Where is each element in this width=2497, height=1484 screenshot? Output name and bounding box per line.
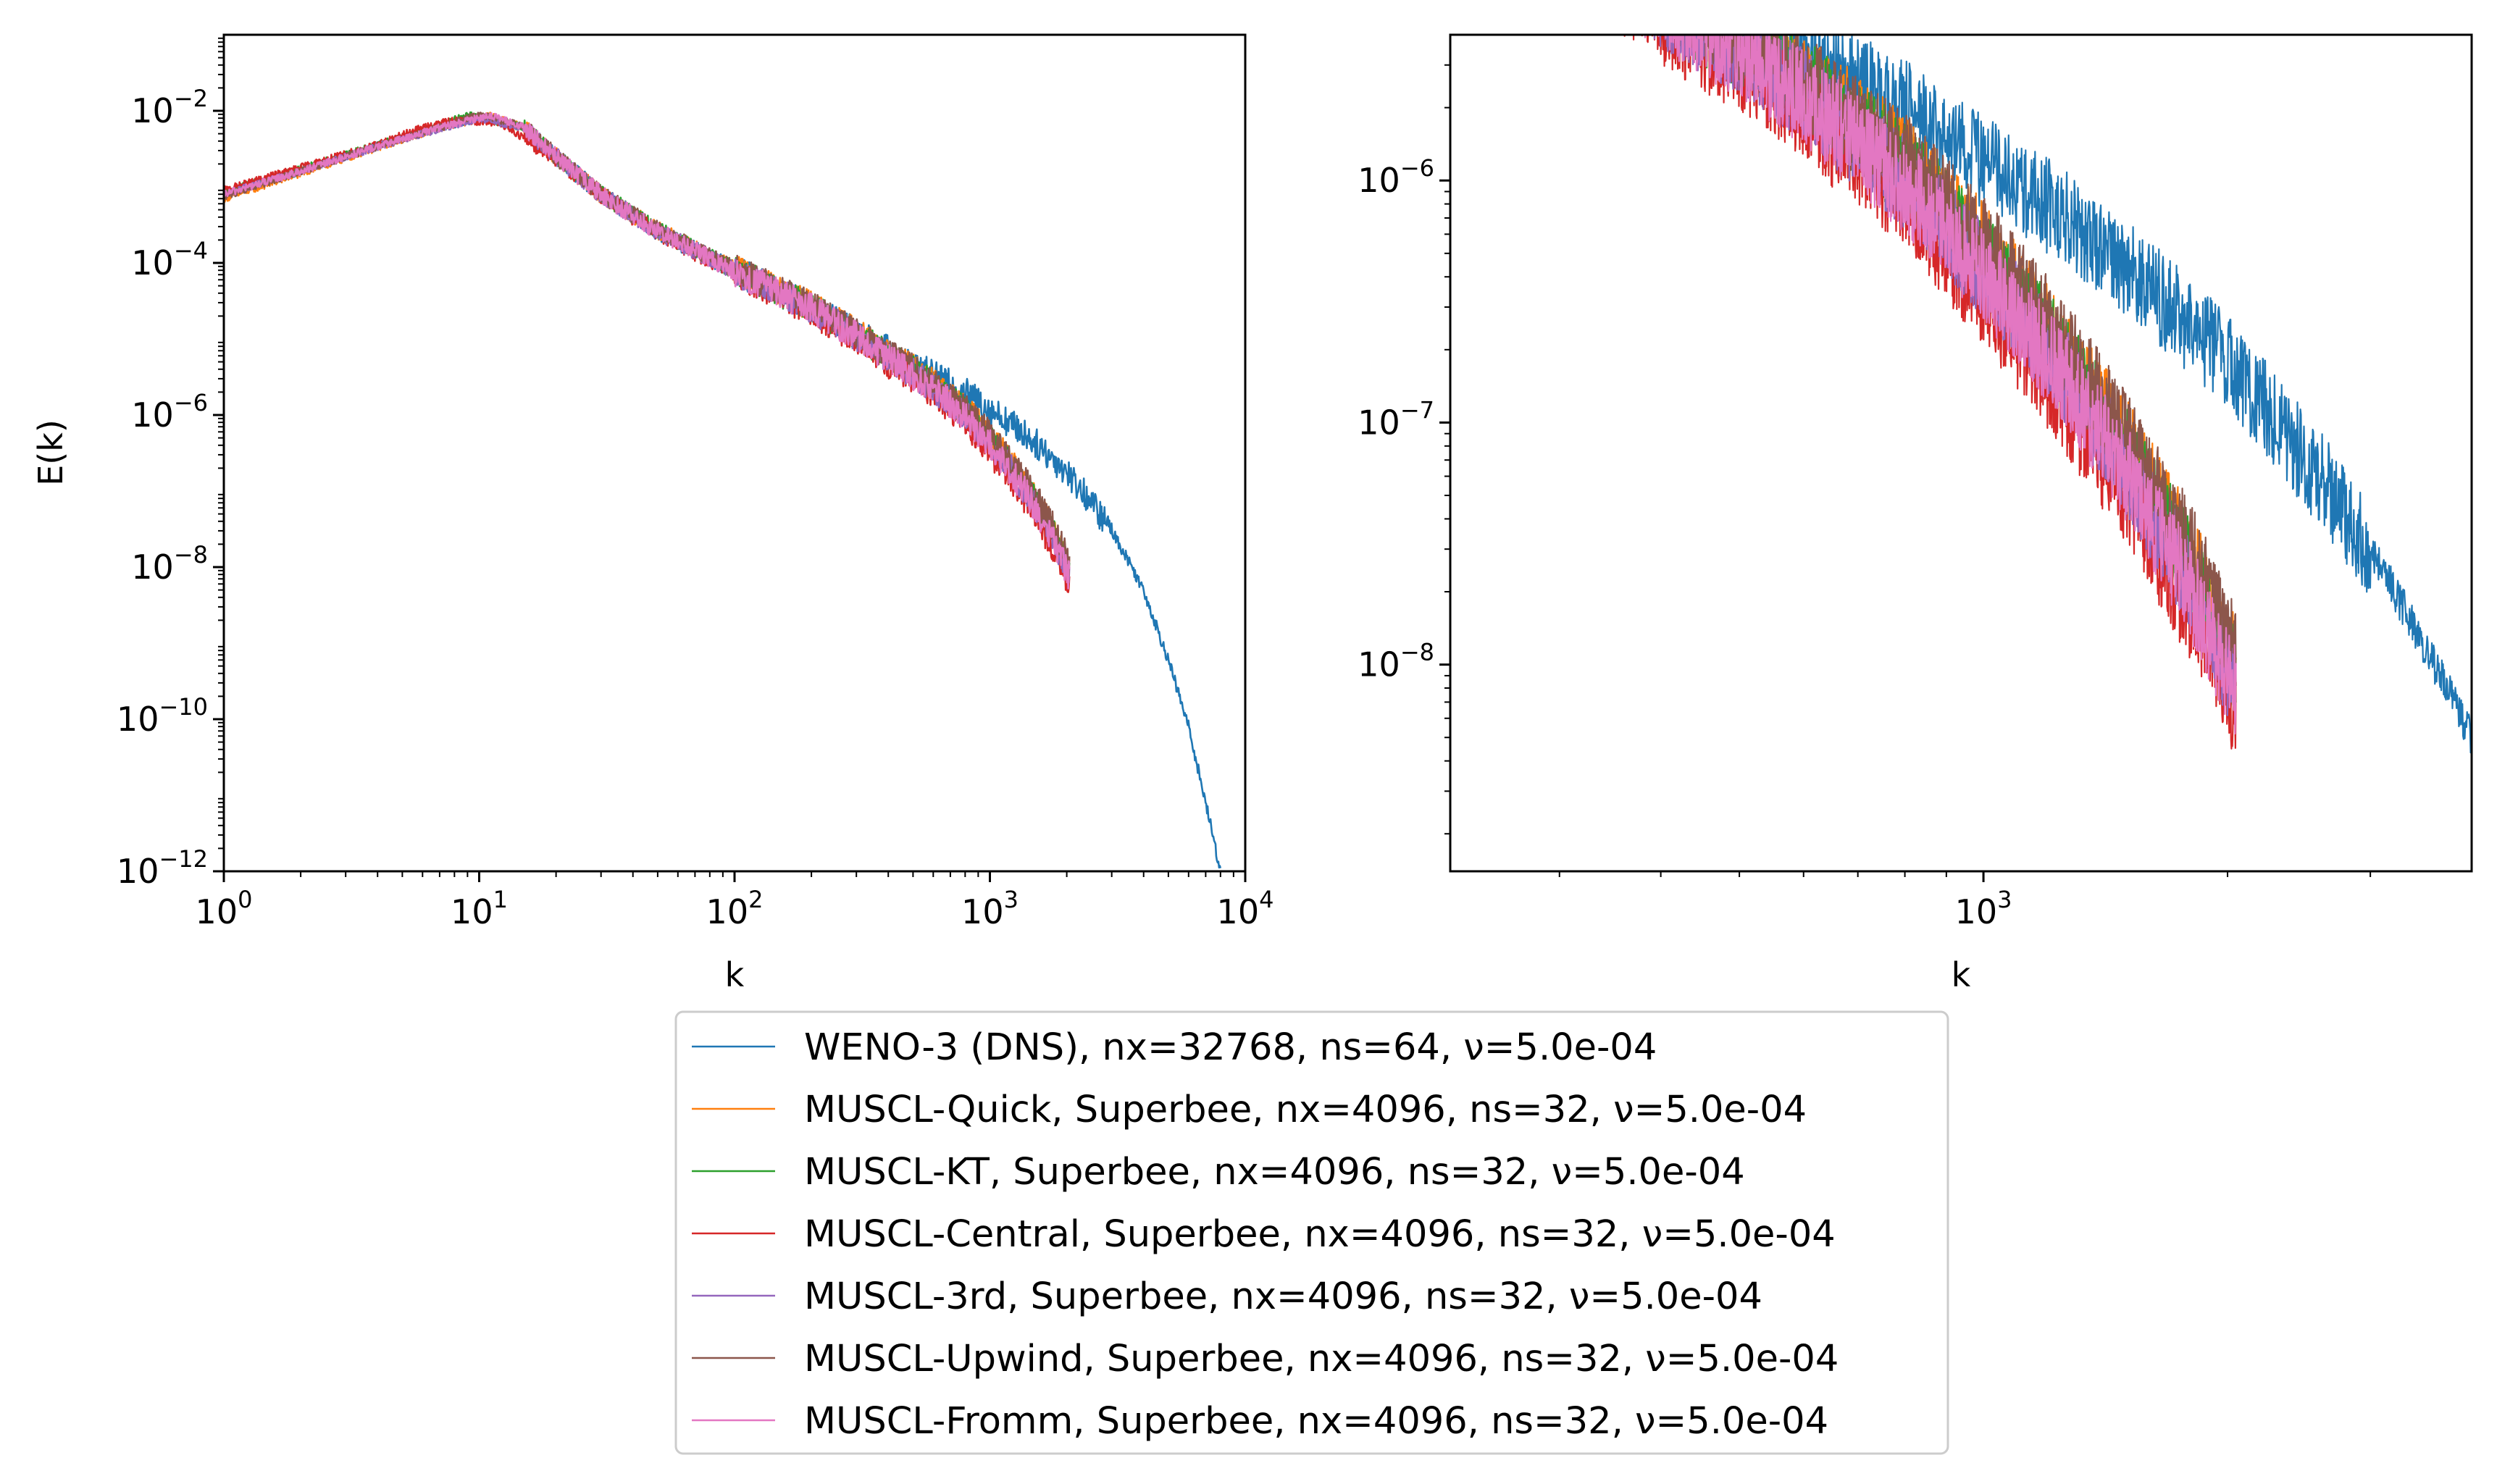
y-tick-label: 10−2: [131, 85, 208, 130]
y-tick-label: 10−7: [1358, 396, 1434, 442]
y-tick-exponent: −4: [174, 237, 208, 264]
y-tick-exponent: −2: [174, 85, 208, 112]
legend-frame: [674, 1010, 1949, 1455]
y-tick-exponent: −8: [1400, 639, 1434, 666]
x-tick-exponent: 0: [238, 886, 252, 913]
y-tick-base: 10: [131, 91, 174, 130]
legend-items: WENO-3 (DNS), nx=32768, ns=64, ν=5.0e-04…: [692, 1026, 1839, 1443]
x-tick-base: 10: [196, 892, 238, 931]
y-tick-label: 10−8: [131, 541, 208, 587]
right-series-group: [1623, 35, 2472, 754]
legend: WENO-3 (DNS), nx=32768, ns=64, ν=5.0e-04…: [674, 1010, 1949, 1455]
y-tick-base: 10: [131, 548, 174, 587]
y-tick-exponent: −10: [159, 693, 208, 721]
series-line: [1644, 35, 2237, 735]
y-tick-exponent: −8: [174, 541, 208, 569]
y-tick-base: 10: [117, 700, 159, 739]
legend-label: MUSCL-Fromm, Superbee, nx=4096, ns=32, ν…: [804, 1400, 1828, 1443]
legend-label: MUSCL-Central, Superbee, nx=4096, ns=32,…: [804, 1213, 1836, 1256]
y-tick-label: 10−6: [1358, 154, 1434, 200]
right-plot-frame: [1449, 33, 2473, 873]
x-tick-exponent: 1: [493, 886, 508, 913]
y-tick-label: 10−12: [117, 845, 208, 891]
left-spectrum-panel: 100 101 102 103 10410−1210−1010−810−610−410−…: [31, 33, 1274, 994]
left-y-axis-label: E(k): [31, 419, 70, 486]
y-tick-base: 10: [117, 852, 159, 891]
legend-label: MUSCL-Quick, Superbee, nx=4096, ns=32, ν…: [804, 1089, 1807, 1131]
left-x-axis-label: k: [725, 955, 745, 994]
y-tick-base: 10: [131, 395, 174, 435]
x-tick-base: 10: [961, 892, 1004, 931]
right-x-axis-label: k: [1952, 955, 1971, 994]
x-tick-label: 103: [961, 886, 1019, 931]
legend-label: MUSCL-3rd, Superbee, nx=4096, ns=32, ν=5…: [804, 1275, 1762, 1318]
x-tick-exponent: 4: [1259, 886, 1273, 913]
y-tick-label: 10−6: [131, 389, 208, 435]
x-tick-exponent: 3: [1997, 886, 2012, 913]
x-tick-label: 101: [451, 886, 508, 931]
legend-label: WENO-3 (DNS), nx=32768, ns=64, ν=5.0e-04: [804, 1026, 1657, 1069]
y-tick-label: 10−10: [117, 693, 208, 739]
x-tick-label: 103: [1955, 886, 2012, 931]
y-tick-exponent: −6: [1400, 154, 1434, 182]
y-tick-exponent: −6: [174, 389, 208, 416]
x-tick-base: 10: [706, 892, 749, 931]
y-tick-base: 10: [1358, 161, 1400, 200]
legend-label: MUSCL-Upwind, Superbee, nx=4096, ns=32, …: [804, 1338, 1839, 1380]
x-tick-exponent: 3: [1004, 886, 1019, 913]
series-line: [224, 112, 1071, 590]
y-tick-base: 10: [131, 243, 174, 282]
x-tick-base: 10: [1217, 892, 1260, 931]
y-tick-label: 10−4: [131, 237, 208, 282]
y-tick-base: 10: [1358, 645, 1400, 684]
x-tick-label: 102: [706, 886, 764, 931]
y-tick-base: 10: [1358, 403, 1400, 442]
x-tick-label: 104: [1217, 886, 1274, 931]
y-tick-exponent: −12: [159, 845, 208, 873]
x-tick-base: 10: [1955, 892, 1998, 931]
left-ticks: 100 101 102 103 10410−1210−1010−810−610−410−…: [117, 37, 1274, 931]
y-tick-exponent: −7: [1400, 396, 1434, 424]
left-series-group: [224, 111, 1222, 869]
x-tick-exponent: 2: [748, 886, 763, 913]
x-tick-label: 100: [196, 886, 253, 931]
y-tick-label: 10−8: [1358, 639, 1434, 684]
series-line: [1685, 35, 2472, 754]
legend-label: MUSCL-KT, Superbee, nx=4096, ns=32, ν=5.…: [804, 1151, 1745, 1194]
series-line: [1660, 35, 2237, 689]
x-tick-base: 10: [451, 892, 493, 931]
